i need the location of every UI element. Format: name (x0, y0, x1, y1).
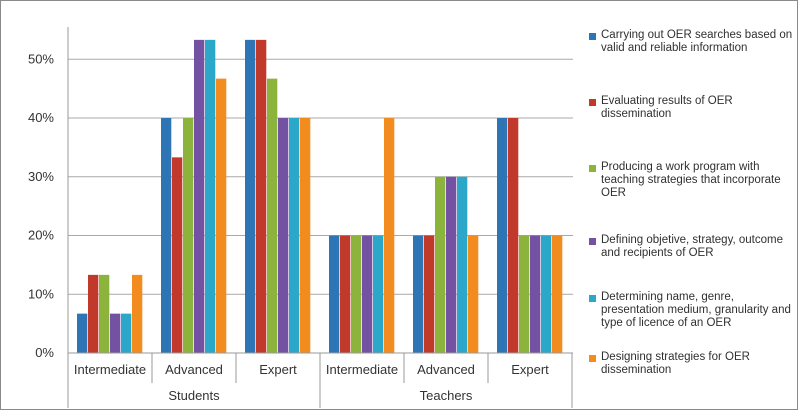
bar (121, 313, 132, 353)
y-tick-label: 20% (28, 228, 54, 243)
bar (435, 176, 446, 353)
category-label: Advanced (417, 362, 475, 377)
y-tick-label: 50% (28, 51, 54, 66)
bar (384, 118, 395, 353)
bar (289, 118, 300, 353)
legend-label: Producing a work program with teaching s… (601, 161, 781, 199)
bar (194, 39, 205, 354)
bar (267, 78, 278, 353)
y-tick-label: 0% (35, 345, 54, 360)
bar (413, 235, 424, 353)
category-label: Intermediate (326, 362, 398, 377)
bar (497, 118, 508, 353)
bar (446, 176, 457, 353)
legend-swatch (589, 99, 596, 106)
bar (373, 235, 384, 353)
legend-swatch (589, 355, 596, 362)
bar (205, 39, 216, 354)
bar (468, 235, 479, 353)
bar (278, 118, 289, 353)
legend-label: Designing strategies for OER disseminati… (601, 351, 750, 376)
category-label: Advanced (165, 362, 223, 377)
category-label: Intermediate (74, 362, 146, 377)
bar (300, 118, 311, 353)
group-label: Students (168, 388, 220, 403)
bar (172, 157, 183, 353)
bar (541, 235, 552, 353)
bar (183, 118, 194, 353)
y-tick-label: 40% (28, 110, 54, 125)
y-tick-label: 30% (28, 169, 54, 184)
legend-label: Carrying out OER searches based on valid… (601, 29, 793, 54)
bar (99, 274, 110, 353)
bar (77, 313, 88, 353)
legend-label: Evaluating results of OER dissemination (601, 95, 733, 120)
bar (329, 235, 340, 353)
category-label: Expert (259, 362, 297, 377)
category-label: Expert (511, 362, 549, 377)
y-tick-label: 10% (28, 286, 54, 301)
bars (77, 39, 563, 354)
legend-swatch (589, 33, 596, 40)
bar (256, 39, 267, 354)
axes: 0% 10% 20% 30% 40% 50% Intermediate Advanced Exp… (28, 27, 573, 408)
legend-label: Defining objetive, strategy, outcome and… (601, 234, 783, 259)
legend-swatch (589, 165, 596, 172)
bar (110, 313, 121, 353)
legend-swatch (589, 238, 596, 245)
bar (457, 176, 468, 353)
bar (216, 78, 227, 353)
bar (530, 235, 541, 353)
legend-swatch (589, 295, 596, 302)
bar (245, 39, 256, 354)
bar (340, 235, 351, 353)
bar (161, 118, 172, 353)
bar (362, 235, 373, 353)
legend-label: Determining name, genre, presentation me… (601, 291, 791, 329)
bar (351, 235, 362, 353)
bar (424, 235, 435, 353)
group-label: Teachers (420, 388, 473, 403)
bar (88, 274, 99, 353)
bar (552, 235, 563, 353)
bar (519, 235, 530, 353)
bar (508, 118, 519, 353)
bar (132, 274, 143, 353)
gridlines (68, 58, 573, 295)
